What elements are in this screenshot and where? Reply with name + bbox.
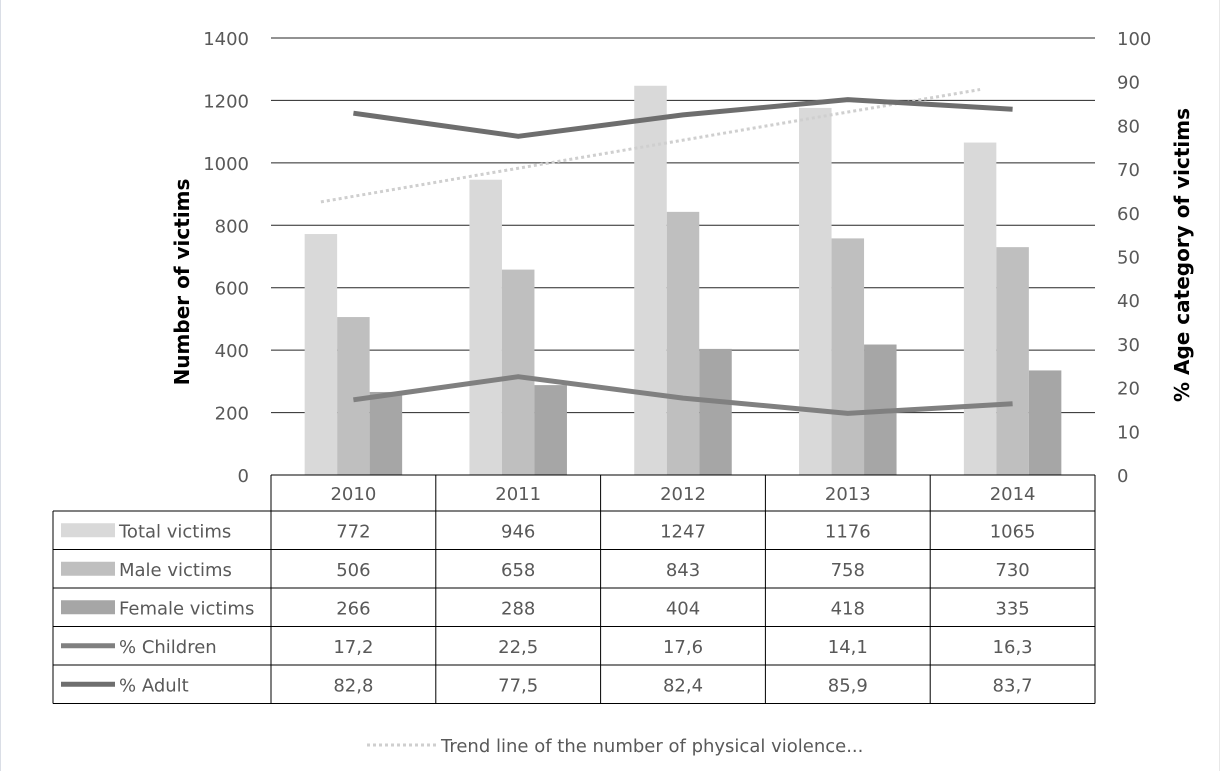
table-cell: 1176 bbox=[825, 521, 871, 542]
table-cell: 658 bbox=[501, 560, 535, 581]
table-row-label: % Adult bbox=[119, 675, 189, 696]
table-cell: 17,2 bbox=[333, 637, 373, 658]
legend-key-bar bbox=[61, 523, 115, 538]
bar bbox=[1028, 370, 1062, 475]
data-table: 2010 2011 2012 2013 2014 Total victims 772 946 1… bbox=[52, 474, 1096, 704]
table-row-label: % Children bbox=[119, 637, 217, 658]
table-cell: 1065 bbox=[990, 521, 1036, 542]
table-cell: 418 bbox=[831, 598, 865, 619]
bar bbox=[699, 348, 732, 475]
bar bbox=[963, 142, 997, 475]
table-cell: 772 bbox=[336, 521, 370, 542]
y2-tick-label: 10 bbox=[1117, 422, 1140, 443]
y-tick-label: 1000 bbox=[203, 154, 249, 175]
y2-tick-label: 0 bbox=[1117, 466, 1128, 487]
table-cell: 404 bbox=[666, 598, 700, 619]
table-cell: 14,1 bbox=[828, 637, 868, 658]
legend-key-bar bbox=[61, 600, 115, 615]
y-tick-label: 800 bbox=[215, 216, 249, 237]
table-cell: 843 bbox=[666, 560, 700, 581]
bar bbox=[369, 391, 403, 475]
table-cell: 85,9 bbox=[828, 675, 868, 696]
y2-tick-label: 60 bbox=[1117, 204, 1140, 225]
table-cell: 16,3 bbox=[993, 637, 1033, 658]
table-cell: 22,5 bbox=[498, 637, 538, 658]
table-header-year: 2011 bbox=[495, 484, 541, 505]
table-row-label: Male victims bbox=[119, 560, 232, 581]
y2-tick-label: 70 bbox=[1117, 160, 1140, 181]
bar bbox=[831, 238, 865, 475]
bar bbox=[996, 247, 1029, 475]
table-cell: 266 bbox=[336, 598, 370, 619]
table-row-label: Female victims bbox=[119, 598, 254, 619]
line-adult bbox=[353, 97, 1013, 139]
bar bbox=[634, 85, 667, 475]
table-header-year: 2013 bbox=[825, 484, 871, 505]
legend-key-bar bbox=[61, 561, 115, 576]
y2-tick-label: 30 bbox=[1117, 335, 1140, 356]
bar bbox=[799, 107, 832, 476]
table-cell: 83,7 bbox=[993, 675, 1033, 696]
table-cell: 17,6 bbox=[663, 637, 703, 658]
y-tick-label: 600 bbox=[215, 279, 249, 300]
y-axis-title: Number of victims bbox=[170, 179, 194, 386]
table-cell: 946 bbox=[501, 521, 535, 542]
axis-ticks: 0 200 400 600 800 1000 1200 1400 0 10 20 30 40 50 60 70… bbox=[203, 29, 1151, 487]
bar bbox=[469, 179, 502, 475]
y2-tick-label: 100 bbox=[1117, 29, 1151, 50]
y2-tick-label: 40 bbox=[1117, 291, 1140, 312]
table-cell: 82,4 bbox=[663, 675, 703, 696]
table-header-year: 2010 bbox=[330, 484, 376, 505]
table-cell: 288 bbox=[501, 598, 535, 619]
table-header-year: 2012 bbox=[660, 484, 706, 505]
bars bbox=[304, 85, 1062, 476]
table-cell: 1247 bbox=[660, 521, 706, 542]
table-cell: 758 bbox=[831, 560, 865, 581]
y2-axis-title: % Age category of victims bbox=[1170, 108, 1194, 402]
lines bbox=[353, 97, 1013, 416]
table-row-label: Total victims bbox=[118, 521, 231, 542]
y2-tick-label: 80 bbox=[1117, 116, 1140, 137]
y-tick-label: 0 bbox=[238, 466, 249, 487]
bar bbox=[501, 269, 535, 475]
table-cell: 506 bbox=[336, 560, 370, 581]
bar bbox=[304, 234, 338, 475]
legend-label-trendline: Trend line of the number of physical vio… bbox=[440, 736, 863, 757]
y2-tick-label: 50 bbox=[1117, 248, 1140, 269]
table-cell: 77,5 bbox=[498, 675, 538, 696]
legend: Trend line of the number of physical vio… bbox=[367, 736, 863, 757]
y-tick-label: 1400 bbox=[203, 29, 249, 50]
y2-tick-label: 20 bbox=[1117, 379, 1140, 400]
table-cell: 730 bbox=[995, 560, 1029, 581]
table-header-year: 2014 bbox=[990, 484, 1036, 505]
bar bbox=[534, 385, 567, 475]
y-tick-label: 1200 bbox=[203, 91, 249, 112]
bar bbox=[666, 211, 700, 475]
table-cell: 335 bbox=[995, 598, 1029, 619]
y2-tick-label: 90 bbox=[1117, 73, 1140, 94]
y-tick-label: 200 bbox=[215, 404, 249, 425]
y-tick-label: 400 bbox=[215, 341, 249, 362]
table-cell: 82,8 bbox=[333, 675, 373, 696]
line-children bbox=[353, 374, 1013, 416]
